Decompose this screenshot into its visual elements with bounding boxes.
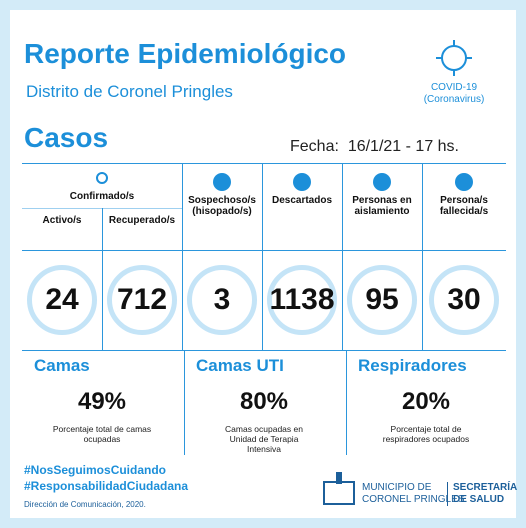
dept-text: SECRETARÍA DE SALUD [453,482,517,506]
icon [455,173,473,191]
date: Fecha: 16/1/21 - 17 hs. [290,138,459,156]
resource-caption: Porcentaje total de camas ocupadas [52,424,152,444]
case-value: 712 [107,265,177,335]
title: Reporte Epidemiológico [24,38,347,69]
divider [346,350,347,455]
badge-line: (Coronavirus) [423,94,485,105]
case-value: 30 [429,265,499,335]
column-label: Sospechoso/s (hisopado/s) [188,195,256,217]
logo [323,472,355,505]
icon [293,173,311,191]
case-value: 3 [187,265,257,335]
resource-title: Camas UTI [196,356,284,375]
icon [96,172,108,184]
resource-value: 49% [77,388,127,415]
hashtag: #NosSeguimosCuidando [24,463,167,477]
divider [22,163,506,164]
divider [422,163,423,350]
divider [342,163,343,350]
icon [213,173,231,191]
dept-line: DE SALUD [453,494,505,505]
badge: COVID-19 (Coronavirus) [414,82,494,106]
column-label: Activo/s [42,215,82,226]
logo-line: CORONEL PRINGLES [362,494,465,505]
resource-caption: Camas ocupadas en Unidad de Terapia Inte… [225,424,303,454]
column-label: Recuperado/s [108,215,176,226]
card: Reporte Epidemiológico Distrito de Coron… [10,10,517,518]
icon [373,173,391,191]
divider [262,163,263,350]
group-label: Confirmado/s [69,191,135,202]
resource-title: Respiradores [358,356,467,375]
hashtags: #NosSeguimosCuidando #ResponsabilidadCiud… [24,462,188,494]
case-value: 1138 [267,265,337,335]
resource-title: Camas [34,356,90,375]
divider [184,350,185,455]
divider [22,350,506,351]
divider [102,208,103,350]
badge-line: COVID-19 [430,82,478,93]
column-label: Persona/s fallecida/s [439,195,489,217]
column-label: Personas en aislamiento [352,195,412,217]
divider [182,163,183,350]
dept-line: SECRETARÍA [453,482,518,493]
date-label: Fecha: [290,138,339,155]
subtitle: Distrito de Coronel Pringles [26,82,233,101]
virus-icon [436,40,472,76]
logo-divider [447,482,448,506]
resource-caption: Porcentaje total de respiradores ocupado… [382,424,470,444]
case-value: 24 [27,265,97,335]
column-label: Descartados [271,195,333,206]
resource-value: 80% [239,388,289,415]
logo-line: MUNICIPIO DE [362,482,432,493]
logo-text: MUNICIPIO DE CORONEL PRINGLES [362,482,464,506]
case-value: 95 [347,265,417,335]
cases-title: Casos [24,122,109,153]
divider [22,250,506,251]
credit: Dirección de Comunicación, 2020. [24,500,146,509]
hashtag: #ResponsabilidadCiudadana [24,479,189,493]
date-value: 16/1/21 - 17 hs. [347,138,459,155]
resource-value: 20% [401,388,451,415]
